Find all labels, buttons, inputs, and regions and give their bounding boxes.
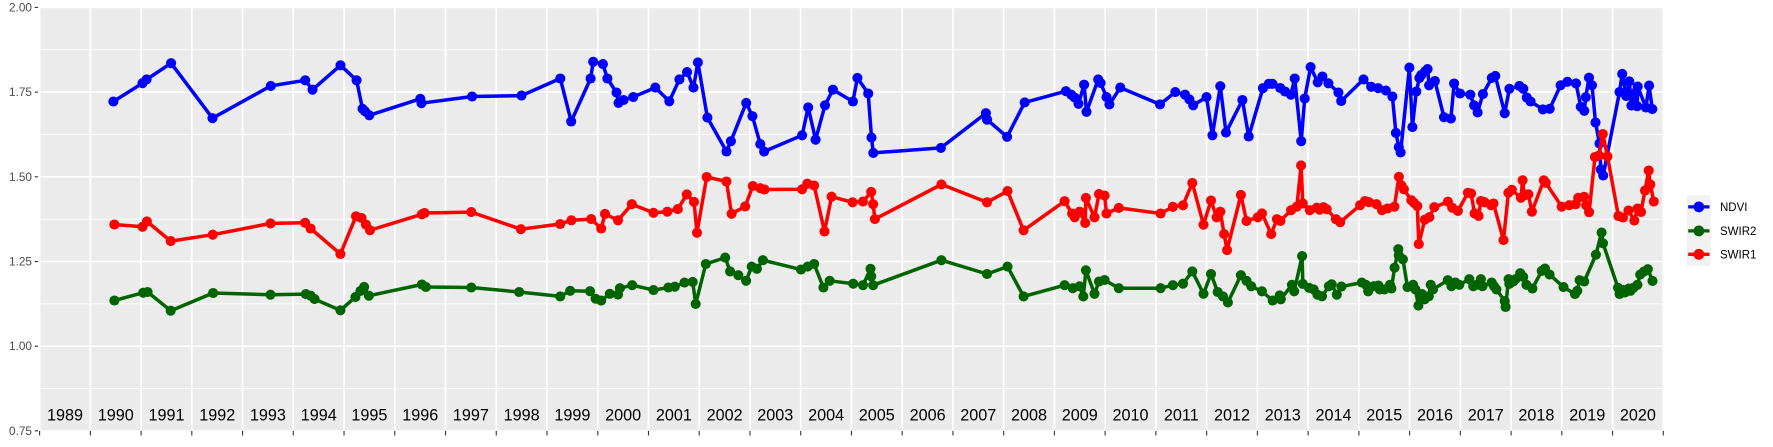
svg-text:1995: 1995 [351, 406, 387, 424]
svg-text:2013: 2013 [1265, 406, 1301, 424]
svg-text:NDVI: NDVI [1720, 202, 1747, 214]
svg-text:2005: 2005 [859, 406, 895, 424]
svg-text:SWIR1: SWIR1 [1720, 249, 1756, 261]
svg-text:1996: 1996 [402, 406, 438, 424]
svg-text:1991: 1991 [148, 406, 184, 424]
svg-text:2007: 2007 [960, 406, 996, 424]
svg-text:2010: 2010 [1112, 406, 1148, 424]
svg-text:2000: 2000 [605, 406, 641, 424]
svg-text:1994: 1994 [301, 406, 337, 424]
svg-text:2019: 2019 [1569, 406, 1605, 424]
svg-text:2014: 2014 [1315, 406, 1351, 424]
svg-text:1.50: 1.50 [9, 170, 32, 184]
svg-text:0.75: 0.75 [9, 424, 32, 438]
svg-text:2015: 2015 [1366, 406, 1402, 424]
svg-text:1990: 1990 [98, 406, 134, 424]
svg-text:2001: 2001 [656, 406, 692, 424]
svg-text:1993: 1993 [250, 406, 286, 424]
svg-text:2012: 2012 [1214, 406, 1250, 424]
svg-text:2.00: 2.00 [9, 0, 32, 14]
svg-text:2006: 2006 [910, 406, 946, 424]
svg-text:2003: 2003 [757, 406, 793, 424]
svg-text:2018: 2018 [1518, 406, 1554, 424]
svg-text:2009: 2009 [1062, 406, 1098, 424]
svg-text:2016: 2016 [1417, 406, 1453, 424]
svg-text:2017: 2017 [1468, 406, 1504, 424]
svg-text:1997: 1997 [453, 406, 489, 424]
svg-text:2002: 2002 [707, 406, 743, 424]
svg-text:2020: 2020 [1620, 406, 1656, 424]
svg-text:1989: 1989 [47, 406, 83, 424]
svg-text:1.75: 1.75 [9, 85, 32, 99]
svg-text:1992: 1992 [199, 406, 235, 424]
svg-text:SWIR2: SWIR2 [1720, 226, 1756, 238]
svg-text:1998: 1998 [504, 406, 540, 424]
svg-text:1999: 1999 [554, 406, 590, 424]
svg-text:1.00: 1.00 [9, 339, 32, 353]
svg-text:2011: 2011 [1164, 406, 1199, 424]
svg-text:2004: 2004 [808, 406, 844, 424]
svg-text:2008: 2008 [1011, 406, 1047, 424]
svg-text:1.25: 1.25 [9, 255, 32, 269]
